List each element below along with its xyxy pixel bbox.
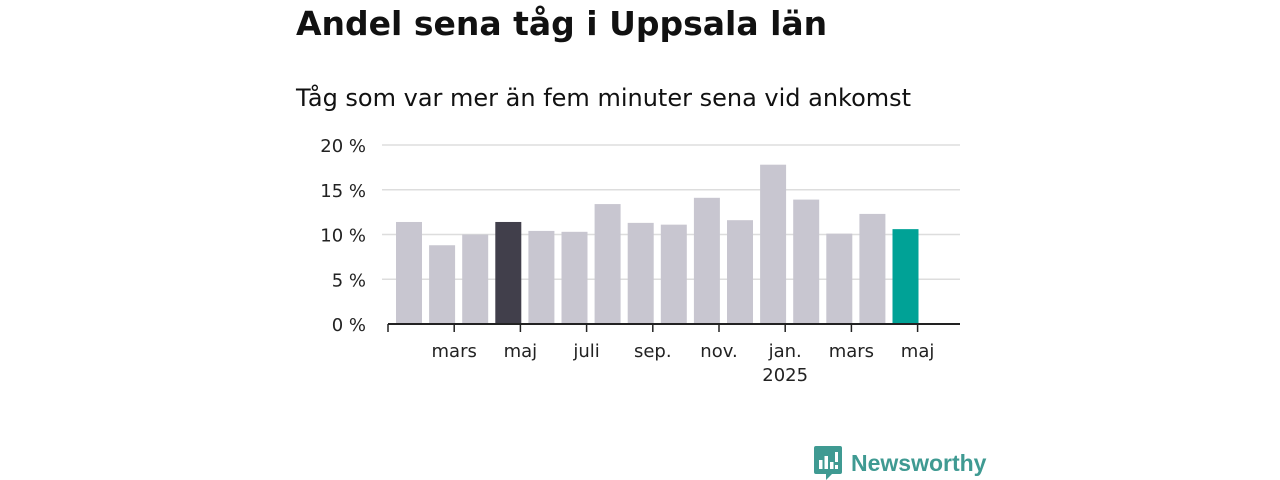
y-tick-label: 0 %	[332, 315, 366, 336]
axes	[387, 323, 960, 332]
chart-subtitle: Tåg som var mer än fem minuter sena vid …	[296, 84, 912, 112]
bar	[429, 245, 456, 324]
bars	[396, 164, 919, 324]
y-tick-label: 20 %	[320, 136, 366, 157]
x-tick-label: mars	[432, 341, 477, 362]
bar	[892, 229, 919, 324]
bar	[693, 197, 720, 324]
bar	[528, 230, 555, 324]
brand-logo: Newsworthy	[814, 446, 986, 480]
y-tick-label: 15 %	[320, 181, 366, 202]
y-tick-label: 10 %	[320, 226, 366, 247]
newsworthy-logo-icon	[814, 446, 842, 480]
x-tick-label: jan.	[768, 341, 802, 362]
x-tick-label: sep.	[634, 341, 672, 362]
x-tick-label: maj	[901, 341, 935, 362]
bar	[462, 234, 489, 324]
bar	[793, 199, 820, 324]
bar	[727, 220, 753, 324]
bar	[561, 231, 588, 324]
x-tick-label: juli	[572, 341, 599, 362]
bar	[859, 213, 886, 324]
brand-name: Newsworthy	[851, 449, 987, 476]
tick-labels: 0 % 5 % 10 % 15 % 20 % mars maj juli sep. nov. jan…	[320, 136, 934, 386]
bar	[396, 221, 422, 324]
y-tick-label: 5 %	[332, 270, 366, 291]
bar	[760, 164, 787, 324]
x-tick-year-label: 2025	[762, 365, 808, 386]
bar	[826, 233, 853, 324]
chart-title: Andel sena tåg i Uppsala län	[296, 4, 828, 43]
bar	[627, 222, 654, 324]
x-tick-label: maj	[504, 341, 538, 362]
x-tick-label: mars	[829, 341, 874, 362]
x-tick-label: nov.	[700, 341, 737, 362]
bar	[660, 224, 687, 324]
bar	[594, 204, 621, 324]
bar	[495, 221, 522, 324]
